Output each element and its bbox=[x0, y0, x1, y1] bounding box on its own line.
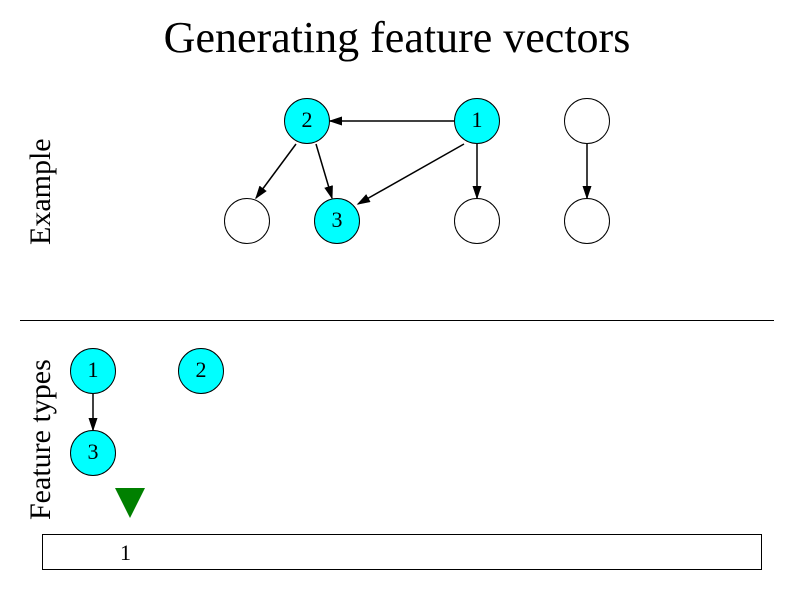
example-node-1: 1 bbox=[454, 98, 500, 144]
feature-types-label: Feature types bbox=[24, 359, 58, 520]
example-node-3: 3 bbox=[314, 198, 360, 244]
example-node-nA bbox=[564, 98, 610, 144]
feature-vector-box bbox=[42, 534, 762, 570]
example-node-nD bbox=[564, 198, 610, 244]
edge bbox=[256, 144, 296, 198]
example-node-label: 2 bbox=[285, 99, 329, 141]
pointer-triangle-icon bbox=[115, 488, 145, 518]
edge bbox=[358, 144, 464, 204]
feature-node-3: 3 bbox=[70, 430, 116, 476]
example-node-2: 2 bbox=[284, 98, 330, 144]
feature-node-label: 1 bbox=[71, 349, 115, 391]
page-title: Generating feature vectors bbox=[0, 12, 794, 63]
example-node-nC bbox=[454, 198, 500, 244]
graph-edges bbox=[0, 0, 794, 595]
vector-cell: 1 bbox=[120, 540, 131, 566]
feature-node-2: 2 bbox=[178, 348, 224, 394]
example-node-label: 3 bbox=[315, 199, 359, 241]
example-label: Example bbox=[24, 138, 58, 245]
feature-node-label: 2 bbox=[179, 349, 223, 391]
feature-node-label: 3 bbox=[71, 431, 115, 473]
example-node-label: 1 bbox=[455, 99, 499, 141]
feature-node-1: 1 bbox=[70, 348, 116, 394]
edge bbox=[316, 144, 332, 198]
section-divider bbox=[20, 320, 774, 321]
example-node-nB bbox=[224, 198, 270, 244]
